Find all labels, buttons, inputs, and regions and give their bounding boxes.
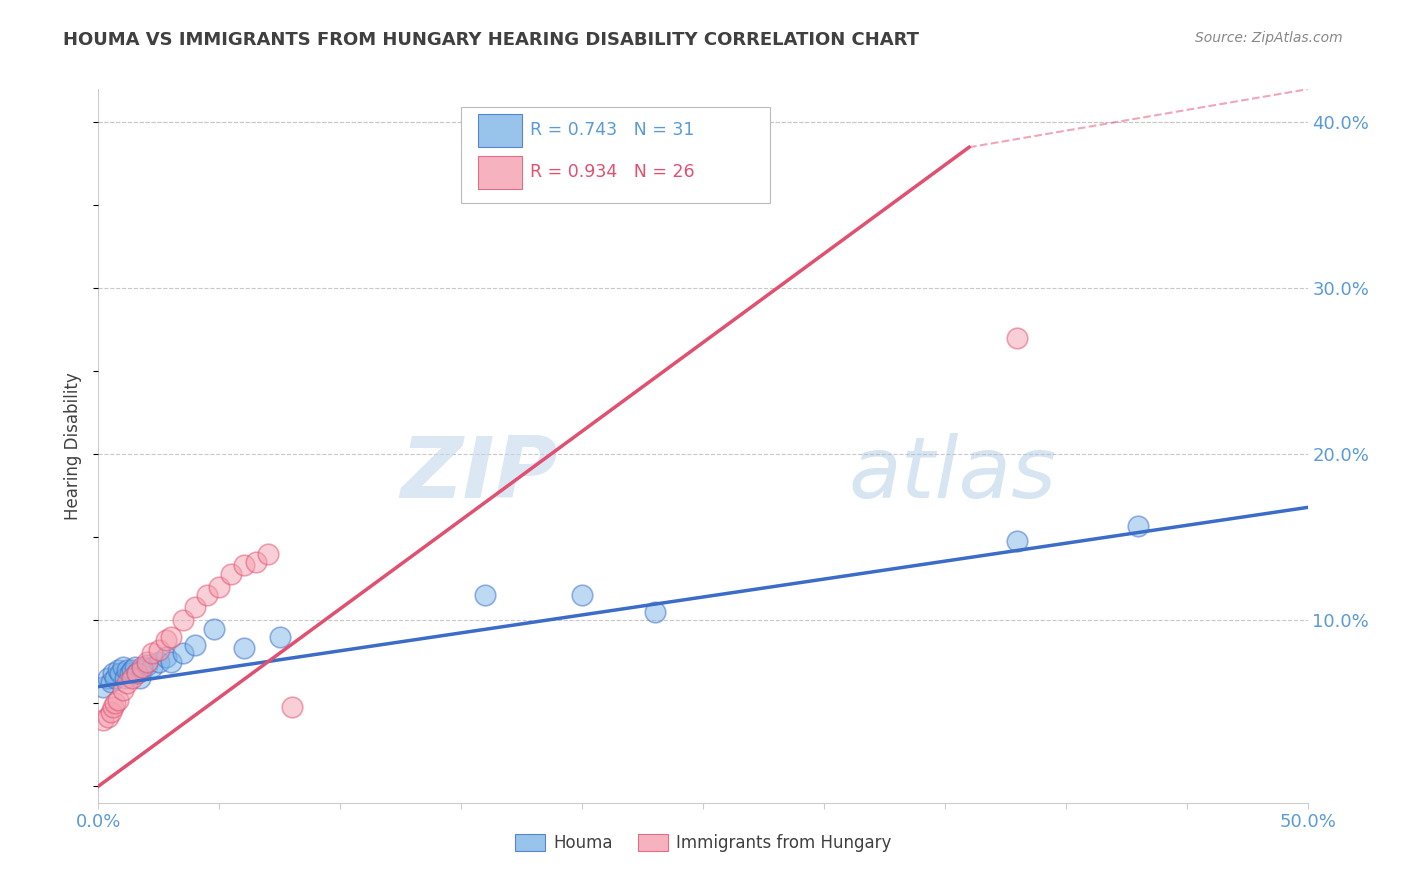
Point [104, 696, 127, 710]
Text: ZIP: ZIP [401, 433, 558, 516]
Point [1007, 533, 1029, 548]
Point [644, 605, 666, 619]
Point [184, 638, 207, 652]
Point [135, 655, 157, 669]
Point [107, 663, 129, 677]
Point [127, 666, 149, 681]
Point [107, 693, 129, 707]
Point [184, 599, 207, 614]
Text: atlas: atlas [848, 433, 1056, 516]
Point [208, 580, 231, 594]
FancyBboxPatch shape [478, 114, 522, 146]
Point [131, 663, 153, 677]
Point [91, 680, 114, 694]
FancyBboxPatch shape [478, 156, 522, 188]
Point [117, 676, 139, 690]
Point [269, 630, 291, 644]
Point [281, 699, 304, 714]
Point [204, 622, 226, 636]
Point [195, 588, 218, 602]
Point [148, 643, 170, 657]
Point [100, 705, 122, 719]
Point [131, 659, 153, 673]
Point [141, 647, 163, 661]
Point [97, 671, 120, 685]
Point [111, 659, 134, 673]
Point [121, 671, 143, 685]
Point [121, 663, 143, 677]
Y-axis label: Hearing Disability: Hearing Disability [65, 372, 83, 520]
Point [1007, 331, 1029, 345]
Point [118, 666, 141, 681]
Point [155, 633, 177, 648]
Point [91, 713, 114, 727]
Point [124, 659, 146, 673]
Point [100, 674, 122, 689]
Point [141, 659, 163, 673]
Legend: Houma, Immigrants from Hungary: Houma, Immigrants from Hungary [508, 827, 898, 859]
Point [101, 699, 124, 714]
Point [155, 649, 177, 664]
Point [101, 666, 124, 681]
Point [160, 655, 183, 669]
Point [474, 588, 496, 602]
Point [221, 566, 243, 581]
Point [245, 555, 267, 569]
Point [104, 671, 127, 685]
Point [97, 709, 120, 723]
Point [172, 647, 194, 661]
Point [571, 588, 593, 602]
Point [135, 658, 157, 673]
Point [148, 655, 170, 669]
Point [232, 641, 254, 656]
Point [160, 630, 183, 644]
Point [117, 663, 139, 677]
Point [111, 682, 134, 697]
Text: R = 0.934   N = 26: R = 0.934 N = 26 [530, 163, 695, 181]
Text: HOUMA VS IMMIGRANTS FROM HUNGARY HEARING DISABILITY CORRELATION CHART: HOUMA VS IMMIGRANTS FROM HUNGARY HEARING… [63, 31, 920, 49]
Point [108, 666, 131, 681]
Point [128, 671, 150, 685]
FancyBboxPatch shape [461, 107, 769, 203]
Point [114, 671, 136, 685]
Point [127, 666, 149, 681]
Text: R = 0.743   N = 31: R = 0.743 N = 31 [530, 121, 695, 139]
Text: Source: ZipAtlas.com: Source: ZipAtlas.com [1195, 31, 1343, 45]
Point [1128, 518, 1150, 533]
Point [232, 558, 254, 573]
Point [256, 547, 278, 561]
Point [172, 613, 194, 627]
